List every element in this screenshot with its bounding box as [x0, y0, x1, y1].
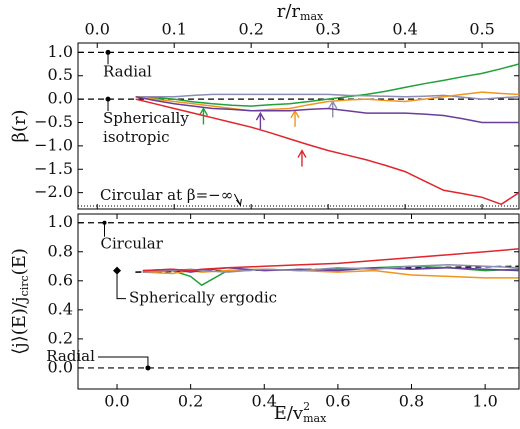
- x-tick-label: 1.0: [472, 392, 497, 411]
- annotation: Circular: [101, 220, 164, 253]
- y-tick-label: 0.4: [48, 299, 73, 318]
- annotation-label: Spherically: [103, 109, 189, 127]
- y-tick-label: −0.5: [34, 112, 73, 131]
- label-sup: 2: [303, 400, 310, 413]
- x-tick-label: 0.1: [161, 20, 186, 39]
- y-tick-label: 0.8: [48, 241, 73, 260]
- series-line: [135, 96, 519, 124]
- series-line: [142, 266, 519, 273]
- arrow-head: [297, 149, 307, 158]
- marker-arrow: [290, 109, 300, 127]
- y-tick-label: −2.0: [34, 182, 73, 201]
- arrow-head: [255, 111, 266, 121]
- series-line: [135, 91, 520, 112]
- marker-arrow: [255, 111, 266, 130]
- x-tick-label: 0.5: [469, 20, 494, 39]
- label-sub: max: [300, 10, 324, 23]
- x-axis-label: E/v2 max: [274, 400, 327, 425]
- y-axis-label: β(r): [9, 109, 30, 142]
- x-tick-label: 0.8: [399, 392, 424, 411]
- annotation-label: isotropic: [103, 128, 170, 146]
- annotation-label: Radial: [46, 347, 95, 365]
- annotation: Circular at β=−∞: [78, 186, 519, 207]
- annotation-connector: [97, 356, 149, 368]
- series-line: [142, 248, 519, 272]
- y-tick-label: −1.0: [34, 135, 73, 154]
- y-axis-label: ⟨j⟩(E)/jcirc(E): [9, 248, 31, 355]
- series-line: [135, 93, 520, 100]
- y-tick-label: −1.5: [34, 159, 73, 178]
- marker-arrow: [198, 107, 209, 125]
- series-line: [142, 264, 519, 273]
- y-tick-label: 0.6: [48, 270, 73, 289]
- x-tick-label: 0.2: [178, 392, 203, 411]
- y-tick-label: 0.0: [48, 89, 73, 108]
- marker-arrow: [297, 149, 307, 167]
- label-part: r/r: [277, 1, 301, 22]
- x-tick-label: 0.4: [392, 20, 417, 39]
- annotation-label: Circular at β=−∞: [100, 186, 233, 204]
- x-tick-label: 0.4: [252, 392, 277, 411]
- label-sub: max: [303, 412, 327, 425]
- annotation-connector: [116, 270, 127, 300]
- annotation: Spherically ergodic: [113, 266, 277, 307]
- label-sub: circ: [18, 275, 31, 296]
- plot-frame: [77, 213, 520, 390]
- x-tick-label: 0.3: [315, 20, 340, 39]
- label-part: ⟨j⟩(E)/j: [9, 296, 30, 354]
- x-tick-label: 0.0: [85, 20, 110, 39]
- label-part: E/v: [274, 403, 304, 424]
- x-tick-label: 0.2: [238, 20, 263, 39]
- y-tick-label: 1.0: [48, 42, 73, 61]
- annotation: Radial: [46, 347, 151, 371]
- series-line: [135, 98, 520, 206]
- annotation-label: Radial: [103, 62, 152, 80]
- y-tick-label: 0.5: [48, 65, 73, 84]
- series-line: [135, 63, 520, 107]
- annotation-label: Circular: [101, 235, 164, 253]
- y-tick-label: 0.2: [48, 328, 73, 347]
- annotation-label: Spherically ergodic: [129, 289, 277, 307]
- y-tick-label: 1.0: [48, 212, 73, 231]
- x-tick-label: 0.0: [104, 392, 129, 411]
- y-tick-label: 0.0: [48, 357, 73, 376]
- plot-frame: [77, 42, 520, 210]
- x-axis-label: r/rmax: [277, 1, 324, 23]
- arrow-head: [198, 107, 209, 116]
- annotation: Radial: [103, 49, 152, 80]
- arrow-head: [236, 198, 242, 207]
- label-part: (E): [9, 248, 30, 275]
- x-tick-label: 0.6: [325, 392, 350, 411]
